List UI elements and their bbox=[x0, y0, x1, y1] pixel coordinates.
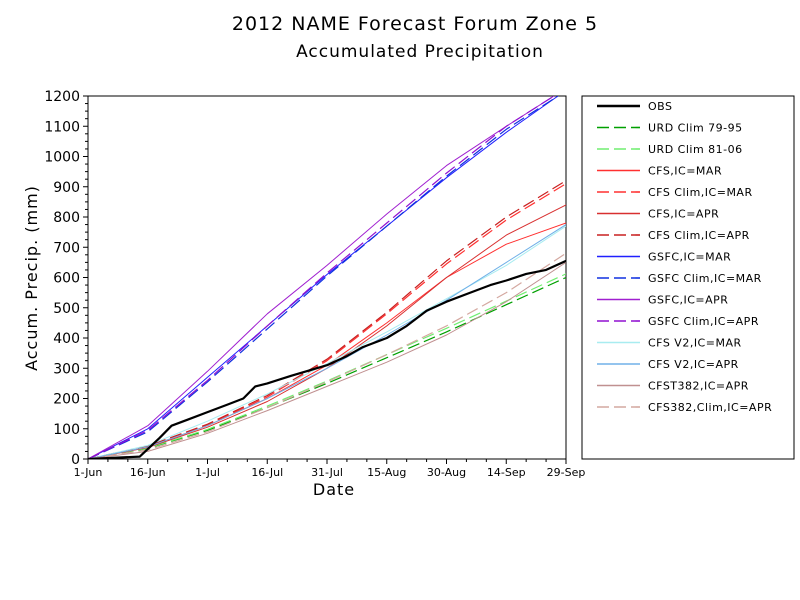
x-tick-label: 16-Jun bbox=[130, 466, 166, 479]
y-tick-label: 300 bbox=[53, 361, 80, 377]
y-tick-label: 200 bbox=[53, 392, 80, 408]
series-line-cfs-clim-ic-mar bbox=[88, 183, 566, 459]
legend-label: CFS,IC=APR bbox=[648, 208, 719, 221]
series-line-gsfc-ic-apr bbox=[88, 96, 555, 459]
y-tick-label: 900 bbox=[53, 180, 80, 196]
series-line-cfs382-clim-ic-apr bbox=[88, 252, 566, 459]
y-tick-label: 1200 bbox=[44, 89, 80, 105]
y-tick-label: 500 bbox=[53, 301, 80, 317]
y-tick-label: 100 bbox=[53, 422, 80, 438]
series-line-gsfc-clim-ic-apr bbox=[88, 96, 555, 459]
series-line-urd-clim-79-95 bbox=[88, 276, 566, 459]
y-tick-label: 0 bbox=[71, 452, 80, 468]
x-tick-label: 15-Aug bbox=[367, 466, 406, 479]
series-line-urd-clim-81-06 bbox=[88, 273, 566, 459]
legend-label: GSFC Clim,IC=APR bbox=[648, 315, 759, 328]
x-tick-label: 1-Jun bbox=[74, 466, 103, 479]
y-axis-label: Accum. Precip. (mm) bbox=[22, 185, 41, 371]
legend: OBS URD Clim 79-95 URD Clim 81-06 CFS,IC=MA… bbox=[581, 95, 795, 460]
series-layer bbox=[88, 96, 566, 459]
legend-label: CFS V2,IC=MAR bbox=[648, 337, 742, 350]
legend-label: URD Clim 79-95 bbox=[648, 122, 743, 135]
x-tick-label: 29-Sep bbox=[547, 466, 586, 479]
y-tick-label: 700 bbox=[53, 240, 80, 256]
x-tick-label: 31-Jul bbox=[311, 466, 343, 479]
legend-label: CFS Clim,IC=APR bbox=[648, 229, 750, 242]
legend-label: OBS bbox=[648, 100, 673, 113]
legend-label: CFST382,IC=APR bbox=[648, 380, 749, 393]
series-line-cfs-ic-mar bbox=[88, 222, 566, 459]
legend-label: CFS,IC=MAR bbox=[648, 165, 722, 178]
y-tick-label: 1100 bbox=[44, 119, 80, 135]
series-line-cfst382-ic-apr bbox=[88, 261, 566, 459]
series-line-cfs-ic-apr bbox=[88, 204, 566, 459]
y-tick-label: 600 bbox=[53, 271, 80, 287]
series-line-cfs-clim-ic-apr bbox=[88, 180, 566, 459]
x-tick-label: 16-Jul bbox=[251, 466, 283, 479]
legend-label: CFS382,Clim,IC=APR bbox=[648, 401, 772, 414]
series-line-cfs-v2-ic-apr bbox=[88, 224, 566, 459]
plot-frame bbox=[87, 95, 567, 460]
chart-title: 2012 NAME Forecast Forum Zone 5 bbox=[232, 13, 598, 35]
legend-label: GSFC,IC=APR bbox=[648, 294, 728, 307]
chart-subtitle: Accumulated Precipitation bbox=[296, 42, 544, 62]
legend-label: GSFC Clim,IC=MAR bbox=[648, 272, 762, 285]
x-tick-label: 14-Sep bbox=[487, 466, 526, 479]
y-tick-label: 800 bbox=[53, 210, 80, 226]
series-line-obs bbox=[88, 259, 566, 459]
plot-area bbox=[87, 95, 567, 460]
y-tick-label: 400 bbox=[53, 331, 80, 347]
series-line-gsfc-ic-mar bbox=[88, 96, 559, 459]
x-tick-label: 30-Aug bbox=[427, 466, 466, 479]
y-tick-label: 1000 bbox=[44, 150, 80, 166]
series-line-gsfc-clim-ic-mar bbox=[88, 96, 559, 459]
axis-layer: 0 100 200 300 400 500 600 700 800 900 1000 1100 1200… bbox=[44, 89, 585, 479]
legend-label: GSFC,IC=MAR bbox=[648, 251, 731, 264]
x-tick-label: 1-Jul bbox=[195, 466, 220, 479]
legend-label: CFS Clim,IC=MAR bbox=[648, 186, 753, 199]
legend-label: URD Clim 81-06 bbox=[648, 143, 743, 156]
x-axis-label: Date bbox=[313, 480, 355, 499]
series-line-cfs-v2-ic-mar bbox=[88, 225, 566, 459]
legend-label: CFS V2,IC=APR bbox=[648, 358, 739, 371]
